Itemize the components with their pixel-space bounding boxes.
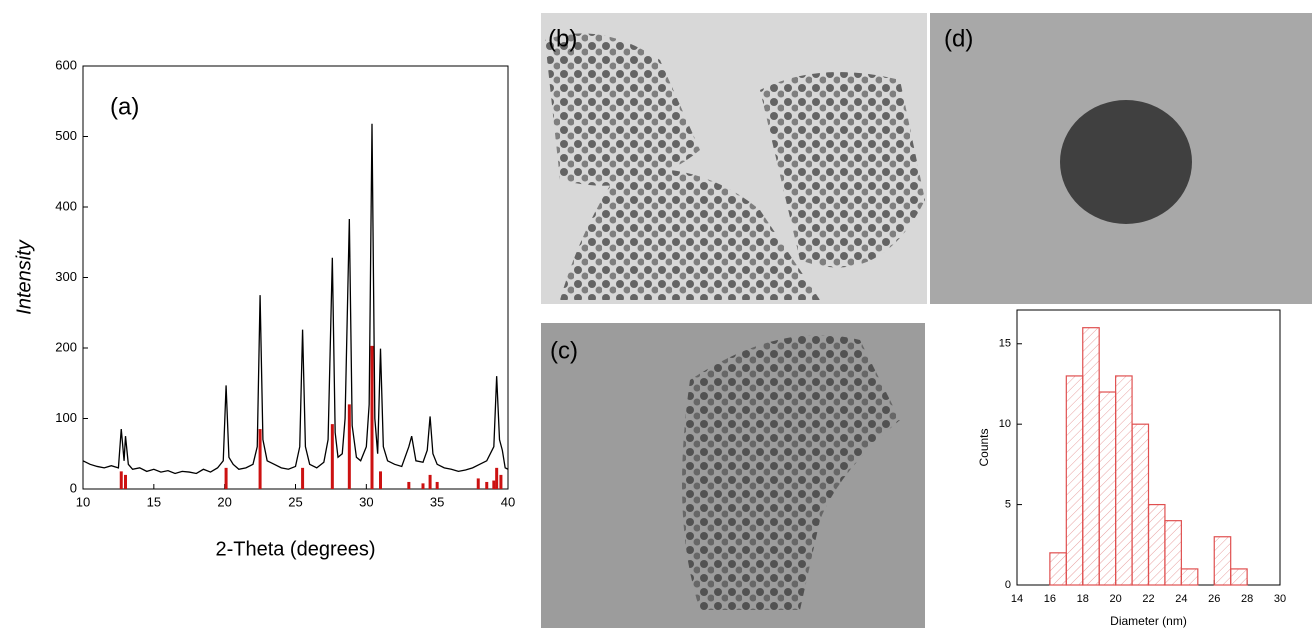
hist-bar [1213,536,1232,586]
hist-bar [1180,568,1199,586]
plot-frame [82,65,509,490]
x-tick-label: 16 [1044,593,1056,605]
y-tick-label: 0 [70,480,77,495]
hist-bar [1065,375,1084,586]
panel-label: (b) [548,25,577,52]
x-tick-label: 22 [1142,593,1154,605]
y-tick-label: 0 [1005,579,1011,591]
hist-bar [1115,375,1133,586]
x-tick-label: 35 [430,494,444,509]
x-tick-label: 28 [1241,593,1253,605]
x-tick-label: 18 [1077,593,1089,605]
hist-bar [1049,552,1067,586]
x-tick-label: 30 [359,494,373,509]
y-tick-label: 15 [999,338,1011,350]
x-tick-label: 24 [1175,593,1187,605]
xrd-line [82,123,509,475]
x-tick-label: 40 [501,494,515,509]
x-tick-label: 10 [76,494,90,509]
y-tick-label: 10 [999,418,1011,430]
y-tick-label: 200 [55,339,77,354]
y-tick-label: 300 [55,269,77,284]
x-axis-label: 2-Theta (degrees) [215,538,375,560]
tem-d [930,13,1312,304]
annotation: (a) [110,93,139,120]
panel-label: (d) [944,25,973,52]
y-axis-label: Counts [977,428,991,466]
y-tick-label: 400 [55,198,77,213]
tem-b [541,13,927,304]
x-tick-label: 20 [217,494,231,509]
x-tick-label: 25 [288,494,302,509]
x-tick-label: 14 [1011,593,1023,605]
hist-bar [1164,520,1182,586]
y-tick-label: 600 [55,57,77,72]
hist-bar [1147,503,1166,586]
hist-bar [1131,423,1150,586]
hist-bar [1082,327,1100,586]
y-axis-label: Intensity [13,239,35,314]
panel-label: (c) [550,337,578,364]
x-tick-label: 30 [1274,593,1286,605]
hist-bar [1098,391,1117,586]
y-tick-label: 100 [55,410,77,425]
hist-bar [1230,568,1248,586]
y-tick-label: 500 [55,128,77,143]
x-tick-label: 20 [1110,593,1122,605]
x-tick-label: 15 [147,494,161,509]
tem-c [541,323,925,628]
y-tick-label: 5 [1005,498,1011,510]
x-axis-label: Diameter (nm) [1110,614,1187,628]
x-tick-label: 26 [1208,593,1220,605]
